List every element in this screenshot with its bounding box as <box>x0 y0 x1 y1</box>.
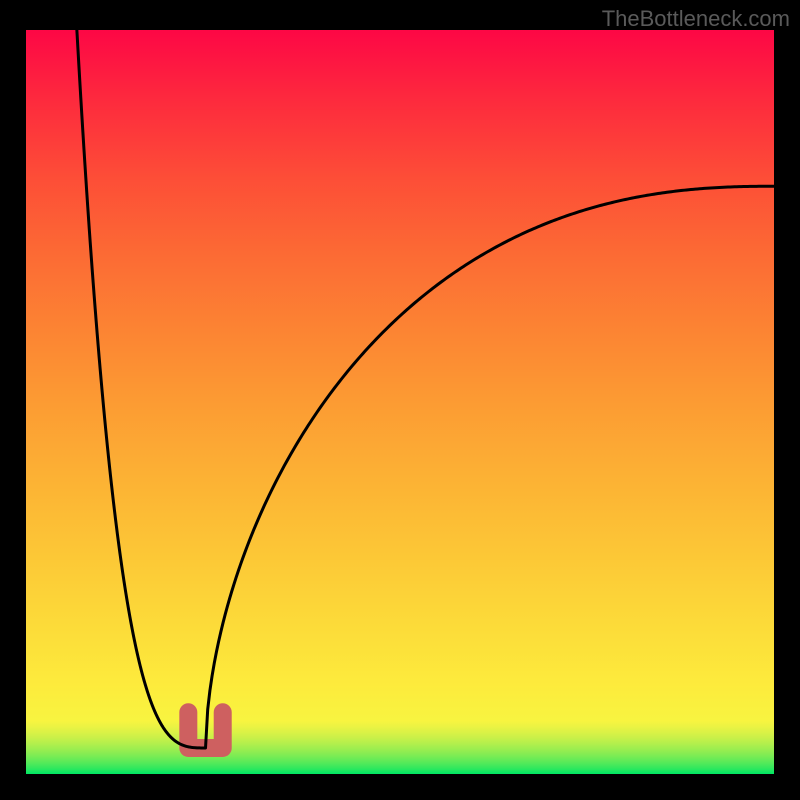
bottleneck-gradient <box>26 30 774 774</box>
watermark: TheBottleneck.com <box>602 6 790 32</box>
plot-area <box>26 30 774 774</box>
chart-stage: TheBottleneck.com <box>0 0 800 800</box>
